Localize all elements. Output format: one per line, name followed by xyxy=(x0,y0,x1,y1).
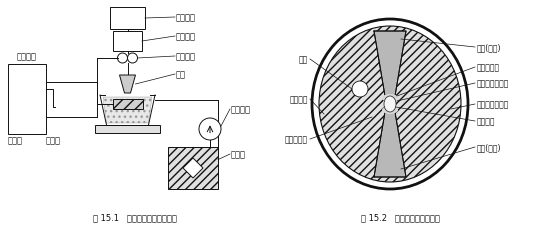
Polygon shape xyxy=(183,158,203,178)
Text: 阳极(工件): 阳极(工件) xyxy=(477,143,502,152)
Text: 图 15.1   电火花加工原理示意图: 图 15.1 电火花加工原理示意图 xyxy=(93,212,177,221)
Ellipse shape xyxy=(382,95,398,103)
Text: 图 15.2   极间的微观放电过程: 图 15.2 极间的微观放电过程 xyxy=(360,212,439,221)
Text: 阴极熔化区: 阴极熔化区 xyxy=(477,63,500,72)
Text: 气泡: 气泡 xyxy=(299,55,308,64)
Text: 机床主轴: 机床主轴 xyxy=(176,32,196,41)
Bar xyxy=(113,32,142,52)
Polygon shape xyxy=(374,112,406,177)
Polygon shape xyxy=(374,32,406,97)
Polygon shape xyxy=(103,98,152,123)
Text: 工件: 工件 xyxy=(176,70,186,79)
Text: 脉冲电源: 脉冲电源 xyxy=(17,52,37,61)
Text: 放电通道: 放电通道 xyxy=(477,117,496,126)
Text: 液体介质: 液体介质 xyxy=(289,95,308,104)
Ellipse shape xyxy=(319,27,461,182)
Polygon shape xyxy=(119,76,135,94)
Text: 阳极熔化区: 阳极熔化区 xyxy=(285,135,308,144)
Text: 凝固的金属微粒: 凝固的金属微粒 xyxy=(477,100,509,109)
Bar xyxy=(113,100,142,109)
Text: 过滤器: 过滤器 xyxy=(231,150,246,159)
Text: 伺服系统: 伺服系统 xyxy=(176,14,196,22)
Bar xyxy=(110,8,145,30)
Bar xyxy=(8,65,46,134)
Circle shape xyxy=(199,118,221,140)
Text: 工作台: 工作台 xyxy=(46,135,61,144)
Ellipse shape xyxy=(384,97,396,112)
Circle shape xyxy=(352,82,368,98)
Text: 工作液: 工作液 xyxy=(8,135,23,144)
Text: 阴极(工具): 阴极(工具) xyxy=(477,43,502,52)
Ellipse shape xyxy=(312,20,468,189)
Bar xyxy=(95,125,160,134)
Bar xyxy=(168,147,218,189)
Text: 抛出的金属微粒: 抛出的金属微粒 xyxy=(477,79,509,88)
Ellipse shape xyxy=(382,106,398,114)
Text: 工作液泵: 工作液泵 xyxy=(231,105,251,114)
Text: 工具电极: 工具电极 xyxy=(176,52,196,61)
